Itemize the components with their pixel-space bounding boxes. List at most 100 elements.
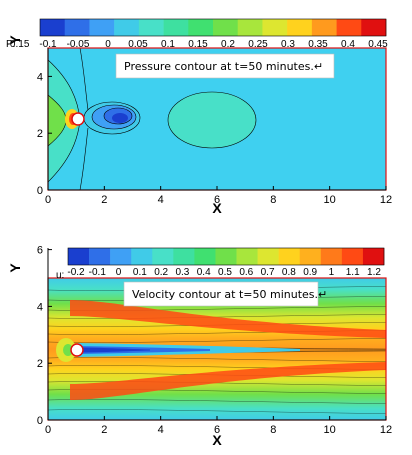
pressure-wake-min xyxy=(112,113,128,123)
colorbar-level-label: 0.1 xyxy=(161,39,175,50)
colorbar-swatch xyxy=(320,248,343,265)
pressure-y-ticks: 0 2 4 xyxy=(37,71,52,197)
colorbar-level-label: 0.9 xyxy=(303,267,317,278)
colorbar-swatch xyxy=(188,19,214,36)
pressure-x-label: X xyxy=(212,200,222,216)
y-tick-label: 4 xyxy=(37,301,43,313)
colorbar-level-label: 0 xyxy=(116,267,122,278)
x-tick-label: 6 xyxy=(214,424,220,436)
velocity-contour-line xyxy=(48,338,386,343)
y-tick-label: 0 xyxy=(37,415,43,427)
colorbar-swatch xyxy=(64,19,90,36)
velocity-contour-line xyxy=(48,357,386,362)
y-tick-label: 4 xyxy=(37,71,43,83)
x-tick-label: 8 xyxy=(270,424,276,436)
pressure-colorbar xyxy=(39,18,387,37)
colorbar-level-label: 0.4 xyxy=(197,267,211,278)
velocity-x-label: X xyxy=(212,432,222,448)
colorbar-swatch xyxy=(287,19,313,36)
colorbar-outline xyxy=(67,247,385,266)
colorbar-swatch xyxy=(237,19,263,36)
colorbar-swatch xyxy=(299,248,322,265)
x-tick-label: 10 xyxy=(324,424,336,436)
colorbar-level-label: 0.35 xyxy=(308,39,328,50)
colorbar-swatch xyxy=(341,248,364,265)
velocity-colorbar xyxy=(67,247,385,266)
colorbar-level-label: -0.2 xyxy=(67,267,85,278)
velocity-x-ticks: 0 2 4 6 8 10 12 xyxy=(45,416,392,436)
colorbar-swatch xyxy=(336,19,362,36)
colorbar-level-label: -0.15 xyxy=(7,39,30,50)
x-tick-label: 2 xyxy=(101,424,107,436)
colorbar-level-label: -0.1 xyxy=(89,267,107,278)
colorbar-swatch xyxy=(131,248,153,265)
cylinder-marker xyxy=(71,112,85,126)
colorbar-swatch xyxy=(152,248,174,265)
colorbar-swatch xyxy=(89,19,115,36)
velocity-contour-line xyxy=(48,409,386,414)
colorbar-outline xyxy=(39,18,387,37)
pressure-panel: P: -0.15 -0.1 -0.05 0 0.05 0.1 0.15 0.2 0.25 0.3 0… xyxy=(6,18,392,216)
y-tick-label: 0 xyxy=(37,185,43,197)
colorbar-swatch xyxy=(163,19,189,36)
velocity-lower-jet xyxy=(70,362,386,400)
pressure-upstream-inner xyxy=(48,95,66,146)
x-tick-label: 12 xyxy=(380,194,392,206)
colorbar-level-label: 0.1 xyxy=(133,267,147,278)
colorbar-swatch xyxy=(262,19,288,36)
colorbar-swatch xyxy=(89,248,111,265)
colorbar-level-label: 0.2 xyxy=(221,39,235,50)
colorbar-swatch xyxy=(138,19,164,36)
x-tick-label: 12 xyxy=(380,424,392,436)
colorbar-swatch xyxy=(257,248,279,265)
pressure-annotation-box xyxy=(115,53,335,79)
colorbar-level-label: 0.15 xyxy=(188,39,208,50)
velocity-colorbar-variable: u: xyxy=(56,270,64,281)
x-tick-label: 0 xyxy=(45,424,51,436)
velocity-colorbar-labels: -0.2 -0.1 0 0.1 0.2 0.3 0.4 0.5 0.6 0.7 0.8 0.9 1 1.1… xyxy=(67,267,381,278)
velocity-y-ticks: 0 2 4 6 xyxy=(37,245,52,427)
colorbar-swatch xyxy=(68,248,90,265)
velocity-upstream-core xyxy=(63,344,73,356)
colorbar-swatch xyxy=(194,248,216,265)
colorbar-level-label: 0.3 xyxy=(175,267,189,278)
colorbar-level-label: 0.7 xyxy=(261,267,275,278)
y-tick-label: 2 xyxy=(37,128,43,140)
colorbar-level-label: -0.05 xyxy=(67,39,90,50)
colorbar-swatch xyxy=(278,248,301,265)
pressure-y-label: Y xyxy=(7,35,23,45)
colorbar-level-label: 0.8 xyxy=(282,267,296,278)
x-tick-label: 0 xyxy=(45,194,51,206)
velocity-wake-min xyxy=(82,347,150,353)
velocity-upper-jet xyxy=(70,300,386,338)
pressure-x-ticks: 0 2 4 6 8 10 12 xyxy=(45,186,392,206)
velocity-panel: u: -0.2 -0.1 0 0.1 0.2 0.3 0.4 0.5 0.6 0.7 0.8 0.9 1… xyxy=(7,245,392,448)
colorbar-level-label: 0.05 xyxy=(128,39,148,50)
pressure-contour-line xyxy=(91,104,137,130)
colorbar-swatch xyxy=(110,248,132,265)
colorbar-level-label: 0.5 xyxy=(218,267,232,278)
colorbar-level-label: 1.2 xyxy=(367,267,381,278)
colorbar-level-label: 1 xyxy=(329,267,335,278)
x-tick-label: 10 xyxy=(324,194,336,206)
colorbar-level-label: 0 xyxy=(105,39,111,50)
x-tick-label: 4 xyxy=(158,194,164,206)
colorbar-swatch xyxy=(114,19,140,36)
pressure-colorbar-variable: P: xyxy=(6,39,15,50)
colorbar-level-label: 0.25 xyxy=(248,39,268,50)
colorbar-swatch xyxy=(236,248,258,265)
colorbar-swatch xyxy=(213,19,239,36)
colorbar-level-label: 0.6 xyxy=(239,267,253,278)
colorbar-level-label: 0.45 xyxy=(368,39,388,50)
colorbar-level-label: 0.4 xyxy=(341,39,355,50)
colorbar-swatch xyxy=(173,248,195,265)
colorbar-swatch xyxy=(215,248,237,265)
y-tick-label: 2 xyxy=(37,358,43,370)
pressure-colorbar-labels: -0.15 -0.1 -0.05 0 0.05 0.1 0.15 0.2 0.25 0.3 0.35… xyxy=(7,39,389,50)
colorbar-level-label: 0.2 xyxy=(154,267,168,278)
y-tick-label: 6 xyxy=(37,245,43,257)
pressure-contour-line xyxy=(103,107,133,125)
x-tick-label: 4 xyxy=(158,424,164,436)
x-tick-label: 6 xyxy=(214,194,220,206)
